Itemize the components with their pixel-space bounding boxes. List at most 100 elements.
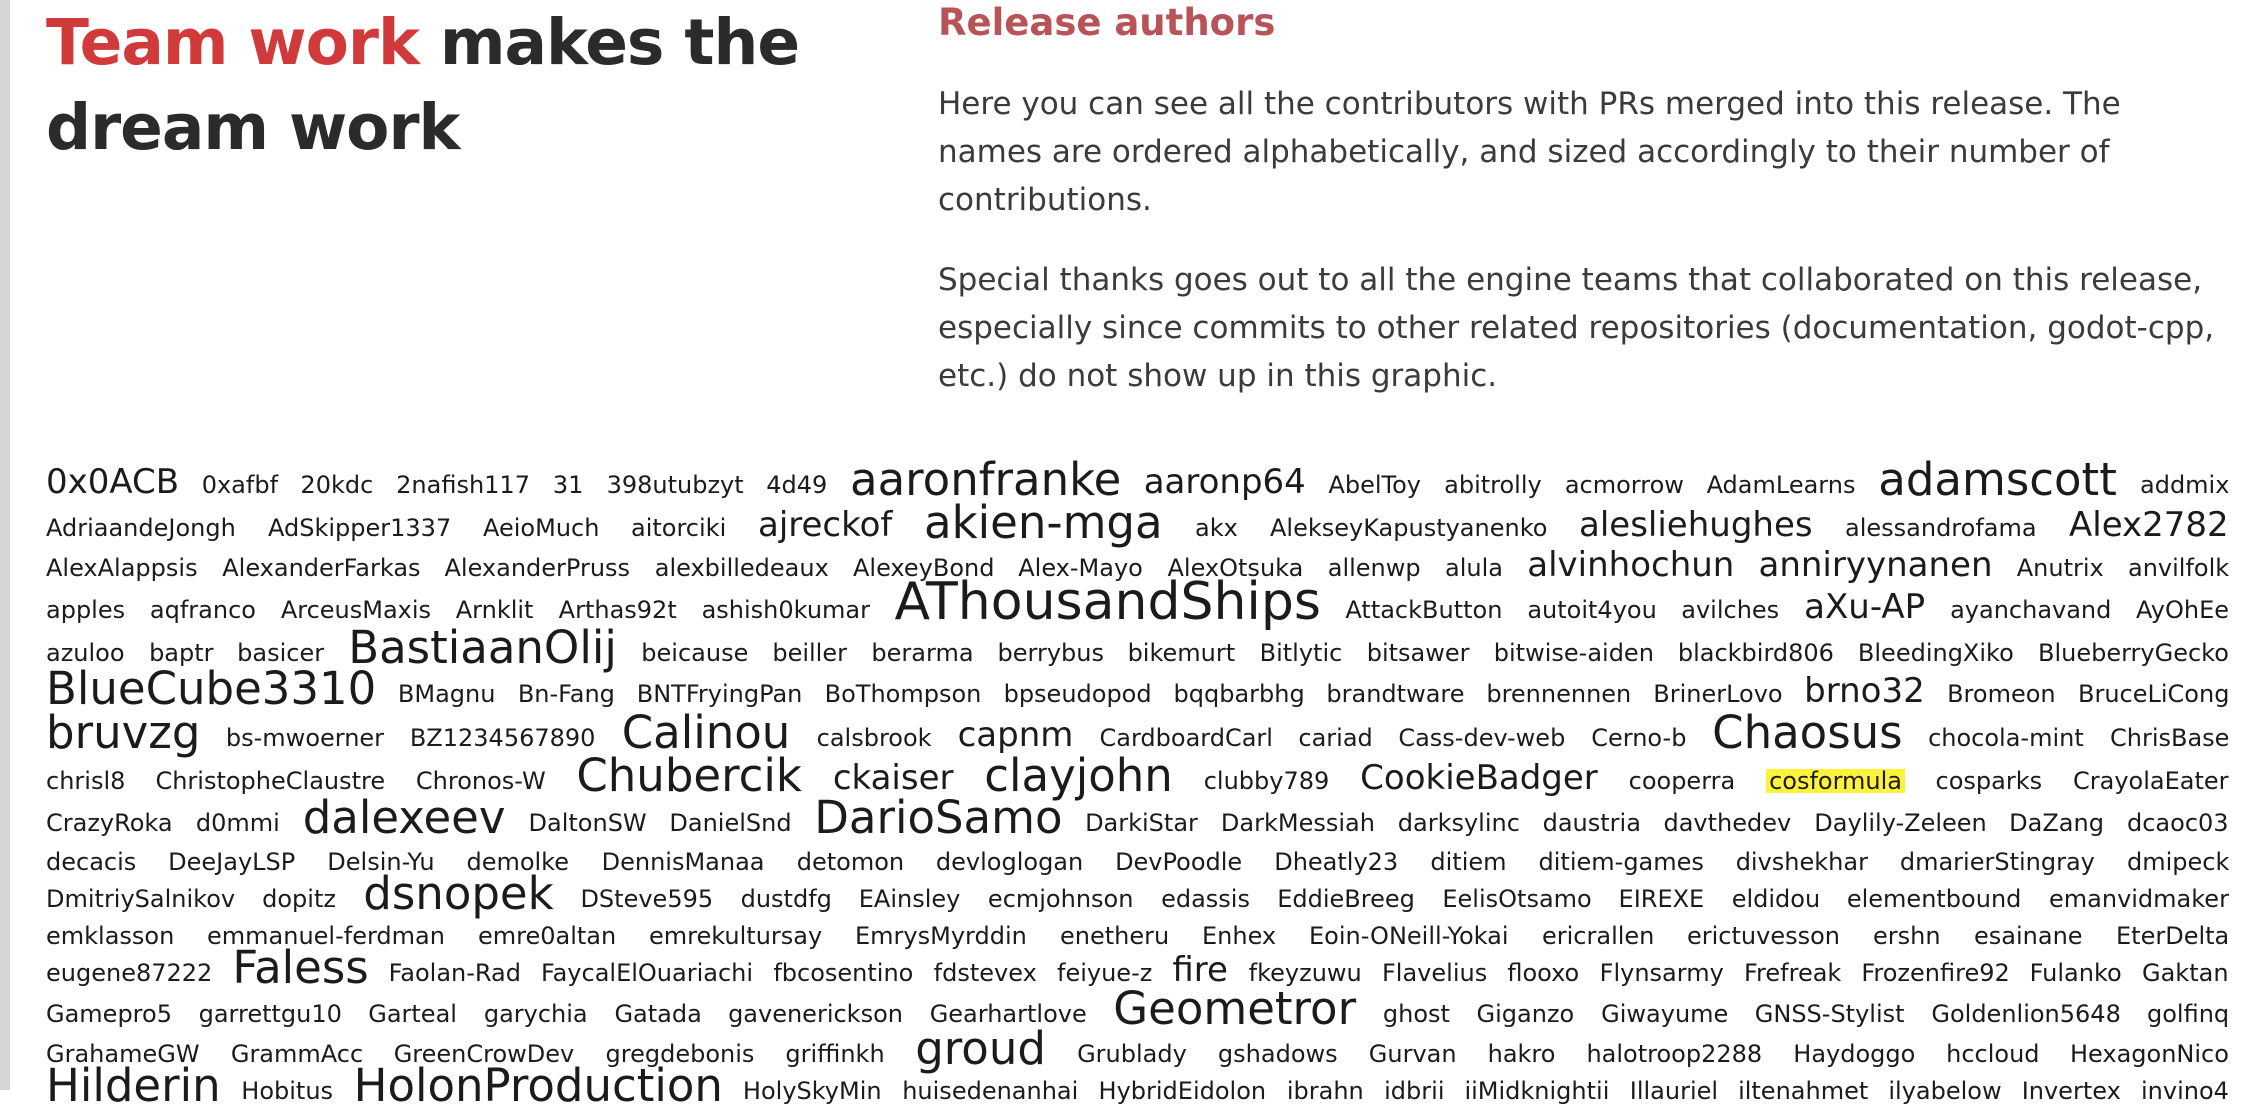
author-name[interactable]: beicause [641, 639, 749, 668]
author-name[interactable]: aXu-AP [1804, 587, 1926, 628]
author-name[interactable]: AlexAlappsis [46, 554, 198, 583]
author-name[interactable]: emrekultursay [649, 922, 823, 951]
author-name[interactable]: 0x0ACB [46, 462, 180, 503]
author-name[interactable]: elementbound [1846, 885, 2022, 914]
author-name[interactable]: DaltonSW [528, 809, 647, 838]
author-name[interactable]: detomon [796, 848, 905, 877]
author-name[interactable]: huisedenanhai [902, 1077, 1079, 1106]
author-name[interactable]: aqfranco [149, 596, 256, 625]
author-name[interactable]: DennisManaa [601, 848, 765, 877]
author-name[interactable]: cariad [1298, 724, 1373, 753]
author-name[interactable]: ibrahn [1286, 1077, 1364, 1106]
author-name[interactable]: Daylily-Zeleen [1814, 809, 1987, 838]
author-name[interactable]: berarma [871, 639, 974, 668]
author-name[interactable]: Fulanko [2029, 959, 2122, 988]
author-name[interactable]: fbcosentino [773, 959, 914, 988]
author-name[interactable]: emanvidmaker [2049, 885, 2229, 914]
author-name[interactable]: Calinou [621, 705, 791, 759]
author-name[interactable]: Gaktan [2142, 959, 2229, 988]
author-name[interactable]: d0mmi [195, 809, 280, 838]
author-name[interactable]: decacis [46, 848, 137, 877]
author-name[interactable]: BleedingXiko [1857, 639, 2014, 668]
author-name[interactable]: Faless [232, 940, 369, 994]
author-name[interactable]: BastiaanOlij [348, 620, 617, 674]
author-name[interactable]: apples [46, 596, 126, 625]
author-name[interactable]: Garteal [368, 1000, 457, 1029]
author-name[interactable]: Eoin-ONeill-Yokai [1309, 922, 1509, 951]
author-name[interactable]: Frefreak [1744, 959, 1842, 988]
author-name[interactable]: gshadows [1217, 1040, 1338, 1069]
author-name[interactable]: 2nafish117 [396, 471, 530, 500]
author-name[interactable]: calsbrook [816, 724, 932, 753]
author-name[interactable]: bitsawer [1366, 639, 1470, 668]
author-name[interactable]: EterDelta [2116, 922, 2230, 951]
author-name[interactable]: DanielSnd [669, 809, 792, 838]
author-name[interactable]: berrybus [997, 639, 1104, 668]
author-name[interactable]: FaycalElOuariachi [541, 959, 754, 988]
author-name[interactable]: Anutrix [2016, 554, 2104, 583]
author-name[interactable]: AbelToy [1328, 471, 1421, 500]
author-name[interactable]: BMagnu [397, 680, 496, 709]
author-name[interactable]: Flavelius [1382, 959, 1488, 988]
author-name[interactable]: Hilderin [46, 1058, 221, 1112]
author-name[interactable]: Cass-dev-web [1398, 724, 1566, 753]
author-name[interactable]: AdamLearns [1706, 471, 1856, 500]
author-name[interactable]: HexagonNico [2070, 1040, 2229, 1069]
author-name[interactable]: davthedev [1663, 809, 1792, 838]
author-name[interactable]: dcaoc03 [2127, 809, 2229, 838]
author-name[interactable]: demolke [466, 848, 569, 877]
author-name[interactable]: devloglogan [935, 848, 1084, 877]
author-name[interactable]: griffinkh [785, 1040, 885, 1069]
author-name[interactable]: feiyue-z [1057, 959, 1153, 988]
author-name[interactable]: 398utubzyt [606, 471, 744, 500]
author-name[interactable]: edassis [1161, 885, 1250, 914]
author-name[interactable]: akien-mga [924, 495, 1163, 549]
author-name[interactable]: bs-mwoerner [225, 724, 385, 753]
author-name[interactable]: CookieBadger [1360, 758, 1598, 799]
author-name[interactable]: bruvzg [46, 705, 201, 759]
author-name[interactable]: Gearhartlove [929, 1000, 1087, 1029]
author-name[interactable]: AlexanderFarkas [222, 554, 421, 583]
author-name[interactable]: BZ1234567890 [409, 724, 596, 753]
author-name[interactable]: ashish0kumar [701, 596, 870, 625]
author-name[interactable]: azuloo [46, 639, 125, 668]
author-name[interactable]: Bn-Fang [517, 680, 615, 709]
author-name[interactable]: dopitz [262, 885, 336, 914]
author-name[interactable]: DmitriySalnikov [46, 885, 236, 914]
author-name[interactable]: DaZang [2009, 809, 2104, 838]
author-name[interactable]: bitwise-aiden [1493, 639, 1654, 668]
author-name[interactable]: chrisl8 [46, 767, 126, 796]
author-name[interactable]: HybridEidolon [1098, 1077, 1267, 1106]
author-name[interactable]: Chronos-W [415, 767, 546, 796]
author-name[interactable]: emre0altan [478, 922, 617, 951]
author-name[interactable]: BrinerLovo [1653, 680, 1783, 709]
author-name[interactable]: ilyabelow [1888, 1077, 2002, 1106]
author-name[interactable]: Invertex [2021, 1077, 2121, 1106]
author-name[interactable]: brandtware [1326, 680, 1465, 709]
author-name[interactable]: Alex2782 [2069, 505, 2229, 546]
author-name[interactable]: brennennen [1486, 680, 1632, 709]
author-name[interactable]: cosparks [1935, 767, 2043, 796]
author-name[interactable]: Arnklit [455, 596, 534, 625]
author-name[interactable]: Delsin-Yu [327, 848, 435, 877]
author-name[interactable]: ChristopheClaustre [155, 767, 386, 796]
author-name[interactable]: iiMidknightii [1464, 1077, 1610, 1106]
author-name[interactable]: dmarierStingray [1899, 848, 2095, 877]
author-name[interactable]: ershn [1873, 922, 1941, 951]
author-name[interactable]: ayanchavand [1950, 596, 2112, 625]
author-name[interactable]: bpseudopod [1003, 680, 1152, 709]
author-name[interactable]: clubby789 [1203, 767, 1330, 796]
author-name[interactable]: gavenerickson [728, 1000, 903, 1029]
author-name[interactable]: Giwayume [1601, 1000, 1729, 1029]
author-name[interactable]: addmix [2140, 471, 2230, 500]
author-name[interactable]: blackbird806 [1677, 639, 1834, 668]
author-name[interactable]: brno32 [1804, 671, 1925, 712]
author-name[interactable]: Illauriel [1629, 1077, 1719, 1106]
author-name[interactable]: groud [915, 1021, 1046, 1075]
author-name[interactable]: CardboardCarl [1099, 724, 1273, 753]
author-name[interactable]: iltenahmet [1738, 1077, 1869, 1106]
author-name[interactable]: acmorrow [1564, 471, 1684, 500]
author-name[interactable]: halotroop2288 [1586, 1040, 1763, 1069]
author-name[interactable]: DarkMessiah [1220, 809, 1375, 838]
author-name[interactable]: garychia [483, 1000, 588, 1029]
